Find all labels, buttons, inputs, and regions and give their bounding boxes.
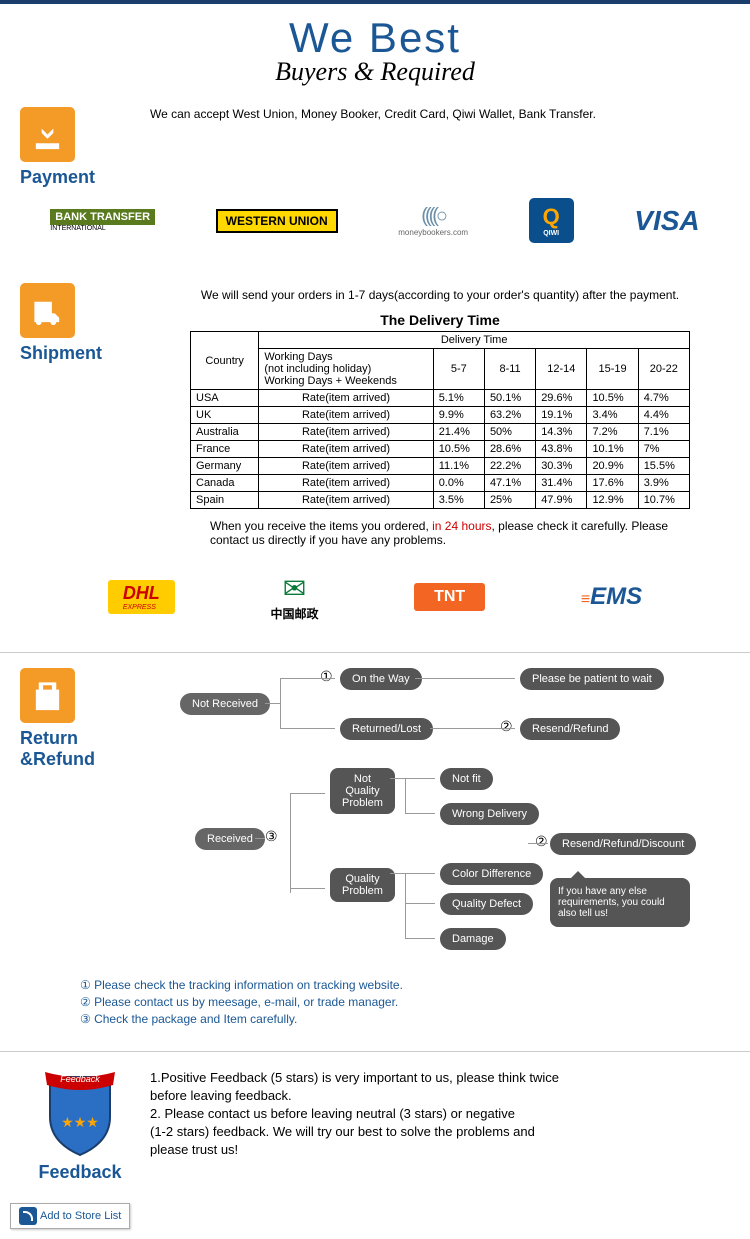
refund-icon bbox=[20, 668, 75, 723]
qiwi-logo: Q QIWI bbox=[529, 198, 574, 243]
payment-icon bbox=[20, 107, 75, 162]
visa-logo: VISA bbox=[634, 205, 699, 237]
table-row: AustraliaRate(item arrived)21.4%50%14.3%… bbox=[191, 424, 690, 441]
refund-flowchart: Not Received Received ① On the Way Retur… bbox=[150, 668, 730, 968]
dhl-logo: DHL EXPRESS bbox=[108, 580, 175, 614]
table-row: UKRate(item arrived)9.9%63.2%19.1%3.4%4.… bbox=[191, 407, 690, 424]
china-post-logo: ✉ 中国邮政 bbox=[270, 572, 318, 622]
delivery-table-title: The Delivery Time bbox=[150, 312, 730, 328]
feedback-icon: Feedback ★★★ bbox=[40, 1067, 120, 1157]
page-subtitle: Buyers & Required bbox=[0, 57, 750, 87]
shipment-icon bbox=[20, 283, 75, 338]
table-row: USARate(item arrived)5.1%50.1%29.6%10.5%… bbox=[191, 390, 690, 407]
shipment-intro: We will send your orders in 1-7 days(acc… bbox=[150, 288, 730, 302]
table-row: SpainRate(item arrived)3.5%25%47.9%12.9%… bbox=[191, 492, 690, 509]
payment-text: We can accept West Union, Money Booker, … bbox=[150, 107, 730, 121]
payment-label: Payment bbox=[20, 167, 140, 188]
western-union-logo: WESTERN UNION bbox=[216, 209, 338, 233]
page-title: We Best bbox=[0, 14, 750, 62]
shipment-label: Shipment bbox=[20, 343, 140, 364]
bank-transfer-logo: BANK TRANSFER INTERNATIONAL bbox=[50, 209, 155, 232]
table-row: CanadaRate(item arrived)0.0%47.1%31.4%17… bbox=[191, 475, 690, 492]
svg-text:Feedback: Feedback bbox=[60, 1074, 100, 1084]
rss-icon bbox=[19, 1207, 37, 1225]
shipment-note: When you receive the items you ordered, … bbox=[210, 519, 670, 547]
ems-logo: ≡EMS bbox=[581, 583, 642, 611]
moneybookers-logo: ((((○ moneybookers.com bbox=[398, 205, 468, 237]
table-row: GermanyRate(item arrived)11.1%22.2%30.3%… bbox=[191, 458, 690, 475]
refund-notes: ① Please check the tracking information … bbox=[80, 978, 670, 1026]
feedback-text: 1.Positive Feedback (5 stars) is very im… bbox=[150, 1070, 730, 1157]
svg-text:★★★: ★★★ bbox=[61, 1114, 99, 1130]
feedback-label: Feedback bbox=[20, 1162, 140, 1183]
add-to-store-list-button[interactable]: Add to Store List bbox=[10, 1203, 130, 1229]
tnt-logo: TNT bbox=[414, 583, 485, 611]
delivery-table: CountryDelivery Time Working Days (not i… bbox=[190, 331, 690, 509]
refund-label: Return &Refund bbox=[20, 728, 140, 770]
table-row: FranceRate(item arrived)10.5%28.6%43.8%1… bbox=[191, 441, 690, 458]
